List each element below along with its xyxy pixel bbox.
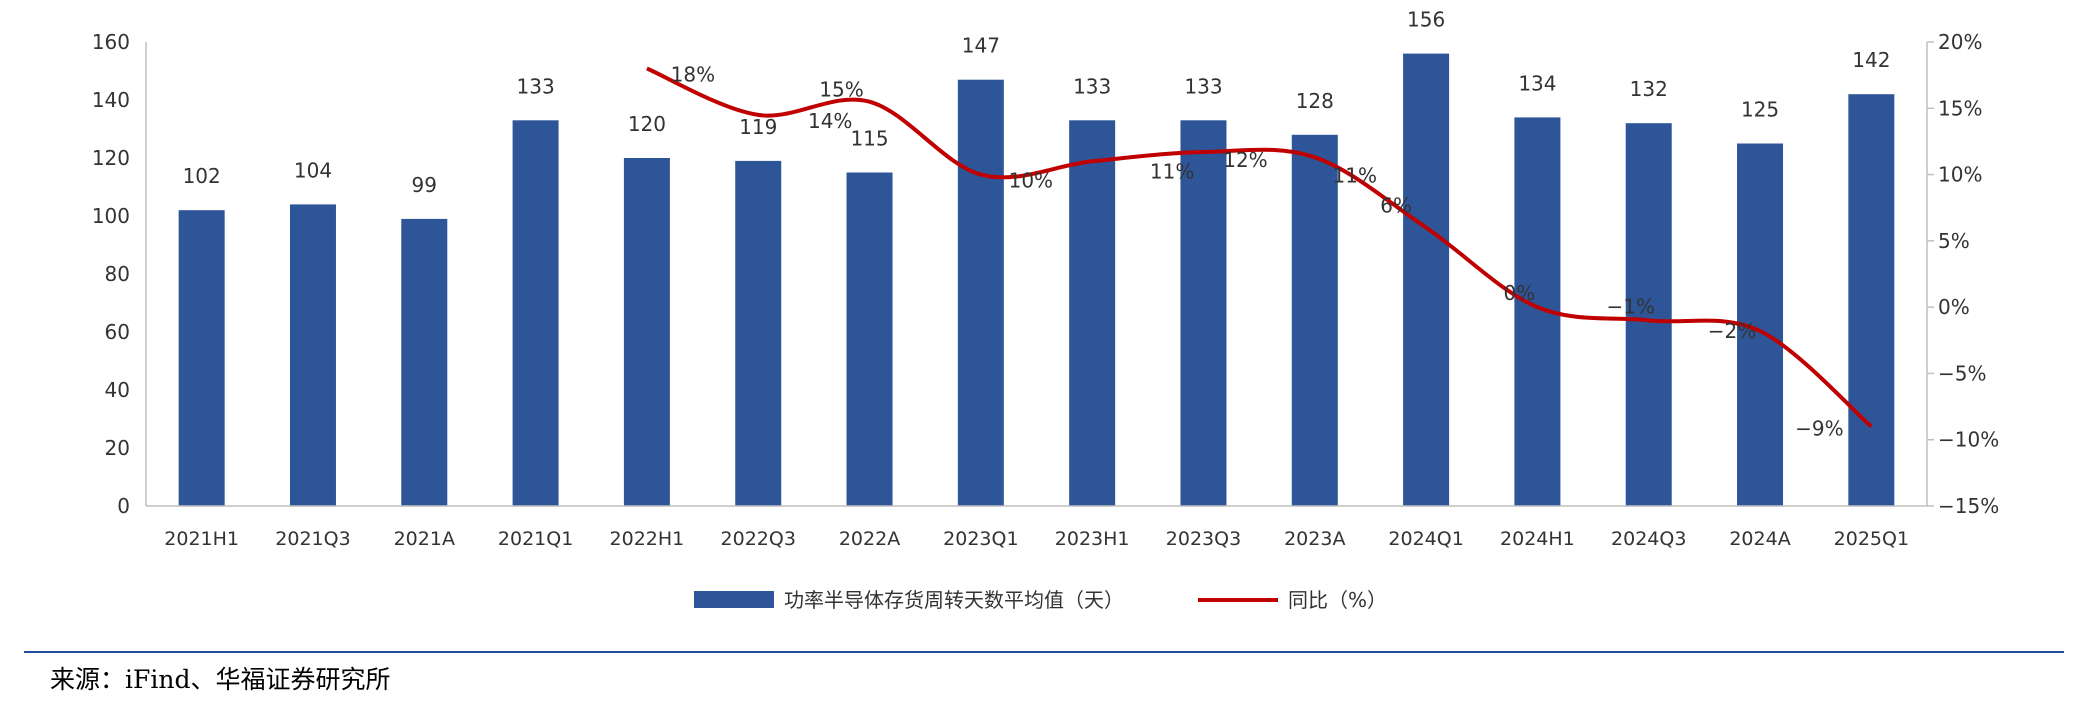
x-tick-label: 2022Q3: [721, 528, 796, 550]
left-y-tick-label: 100: [92, 204, 130, 228]
left-y-tick-label: 60: [105, 320, 130, 344]
bar-value-label: 134: [1518, 71, 1556, 95]
x-tick-label: 2021Q3: [275, 528, 350, 550]
bar: [1848, 94, 1895, 506]
bar: [401, 218, 448, 506]
bar-value-label: 120: [628, 112, 666, 136]
bars-layer: [178, 53, 1895, 507]
bar: [846, 172, 893, 506]
bar: [1180, 120, 1227, 507]
x-tick-label: 2024Q3: [1611, 528, 1686, 550]
line-value-label: −2%: [1708, 319, 1757, 343]
bar-value-label: 133: [517, 74, 555, 98]
labels-layer: 102 104 99 133 120 119 115 147 133 133 128 156 134 13…: [183, 8, 1891, 441]
bar-value-label: 99: [412, 173, 437, 197]
left-y-tick-label: 80: [105, 262, 130, 286]
right-y-tick-label: 15%: [1938, 96, 1982, 120]
left-y-tick-label: 140: [92, 88, 130, 112]
bar: [512, 120, 559, 507]
bar-value-label: 133: [1184, 74, 1222, 98]
left-y-tick-label: 160: [92, 30, 130, 54]
x-tick-label: 2023H1: [1055, 528, 1130, 550]
line-value-label: 12%: [1223, 148, 1267, 172]
left-y-tick-label: 40: [105, 378, 130, 402]
line-value-label: 6%: [1380, 194, 1412, 218]
bar: [735, 160, 782, 506]
bar-value-label: 119: [739, 115, 777, 139]
axes-layer: 0 20 40 60 80 100 120 140 160 −15% −10% −5% 0% 5% 10% 1…: [92, 30, 1999, 550]
right-y-tick-label: 5%: [1938, 229, 1970, 253]
line-value-label: 15%: [819, 78, 863, 102]
right-y-tick-label: 10%: [1938, 163, 1982, 187]
legend-bar-label: 功率半导体存货周转天数平均值（天）: [784, 588, 1124, 612]
source-divider: [24, 651, 2064, 653]
x-tick-label: 2025Q1: [1834, 528, 1909, 550]
line-value-label: 0%: [1504, 281, 1536, 305]
x-tick-label: 2021Q1: [498, 528, 573, 550]
line-value-label: 18%: [671, 63, 715, 87]
left-y-tick-label: 0: [117, 494, 130, 518]
bar-value-label: 128: [1296, 89, 1334, 113]
left-y-tick-label: 120: [92, 146, 130, 170]
line-value-label: 14%: [808, 109, 852, 133]
x-tick-label: 2022A: [839, 528, 900, 550]
x-tick-label: 2023A: [1284, 528, 1345, 550]
bar-value-label: 104: [294, 158, 332, 182]
x-tick-label: 2023Q3: [1166, 528, 1241, 550]
bar-value-label: 147: [962, 34, 1000, 58]
bar: [623, 158, 670, 506]
right-y-tick-label: 0%: [1938, 295, 1970, 319]
x-tick-label: 2024H1: [1500, 528, 1575, 550]
right-y-tick-label: −15%: [1938, 494, 1999, 518]
bar-value-label: 142: [1852, 48, 1890, 72]
bar: [178, 210, 225, 506]
legend: 功率半导体存货周转天数平均值（天） 同比（%）: [694, 588, 1387, 612]
line-value-label: −9%: [1795, 416, 1844, 440]
right-y-tick-label: 20%: [1938, 30, 1982, 54]
x-tick-label: 2021A: [394, 528, 455, 550]
bar-value-label: 132: [1630, 77, 1668, 101]
x-tick-label: 2021H1: [164, 528, 239, 550]
bar: [1291, 134, 1338, 507]
right-y-tick-label: −5%: [1938, 361, 1987, 385]
legend-bar-swatch: [694, 591, 774, 608]
bar-value-label: 133: [1073, 74, 1111, 98]
line-layer: [646, 66, 1873, 429]
legend-line-label: 同比（%）: [1288, 588, 1387, 612]
bar-value-label: 125: [1741, 98, 1779, 122]
bar: [1403, 53, 1450, 506]
line-value-label: −1%: [1606, 294, 1655, 318]
bar-value-label: 102: [183, 164, 221, 188]
bar-value-label: 156: [1407, 8, 1445, 32]
line-value-label: 11%: [1333, 163, 1377, 187]
bar: [289, 204, 336, 506]
right-y-tick-label: −10%: [1938, 428, 1999, 452]
bar: [1625, 123, 1672, 506]
source-note: 来源：iFind、华福证券研究所: [50, 665, 391, 694]
x-tick-label: 2022H1: [610, 528, 685, 550]
yoy-line: [646, 66, 1873, 429]
x-tick-label: 2024A: [1729, 528, 1790, 550]
x-tick-label: 2024Q1: [1388, 528, 1463, 550]
line-value-label: 10%: [1009, 169, 1053, 193]
left-y-tick-label: 20: [105, 436, 130, 460]
line-value-label: 11%: [1150, 159, 1194, 183]
bar-value-label: 115: [850, 127, 888, 151]
bar: [957, 79, 1004, 506]
x-tick-label: 2023Q1: [943, 528, 1018, 550]
bar: [1069, 120, 1116, 507]
